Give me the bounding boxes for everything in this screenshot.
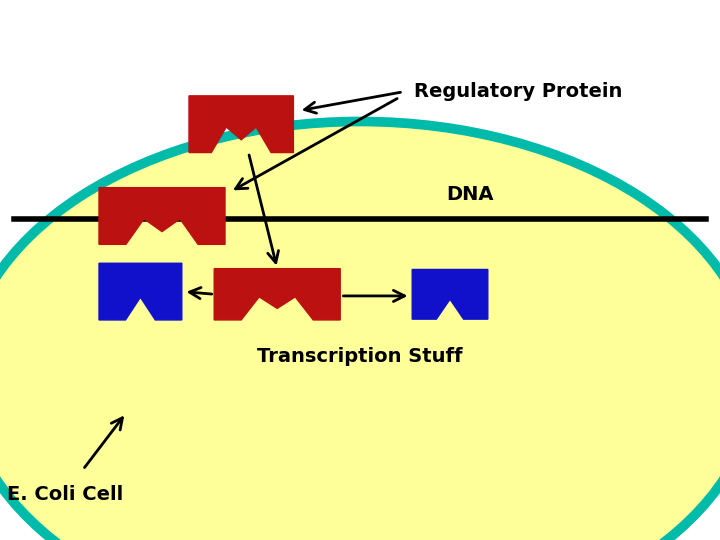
Text: Transcription Stuff: Transcription Stuff (257, 347, 463, 366)
Text: DNA: DNA (446, 185, 494, 204)
Polygon shape (412, 269, 488, 319)
Polygon shape (215, 268, 341, 320)
Polygon shape (189, 96, 294, 152)
Text: E. Coli Cell: E. Coli Cell (7, 484, 123, 504)
Polygon shape (99, 263, 181, 320)
Ellipse shape (0, 122, 720, 540)
Polygon shape (99, 188, 225, 244)
Text: Regulatory Protein: Regulatory Protein (414, 82, 622, 102)
